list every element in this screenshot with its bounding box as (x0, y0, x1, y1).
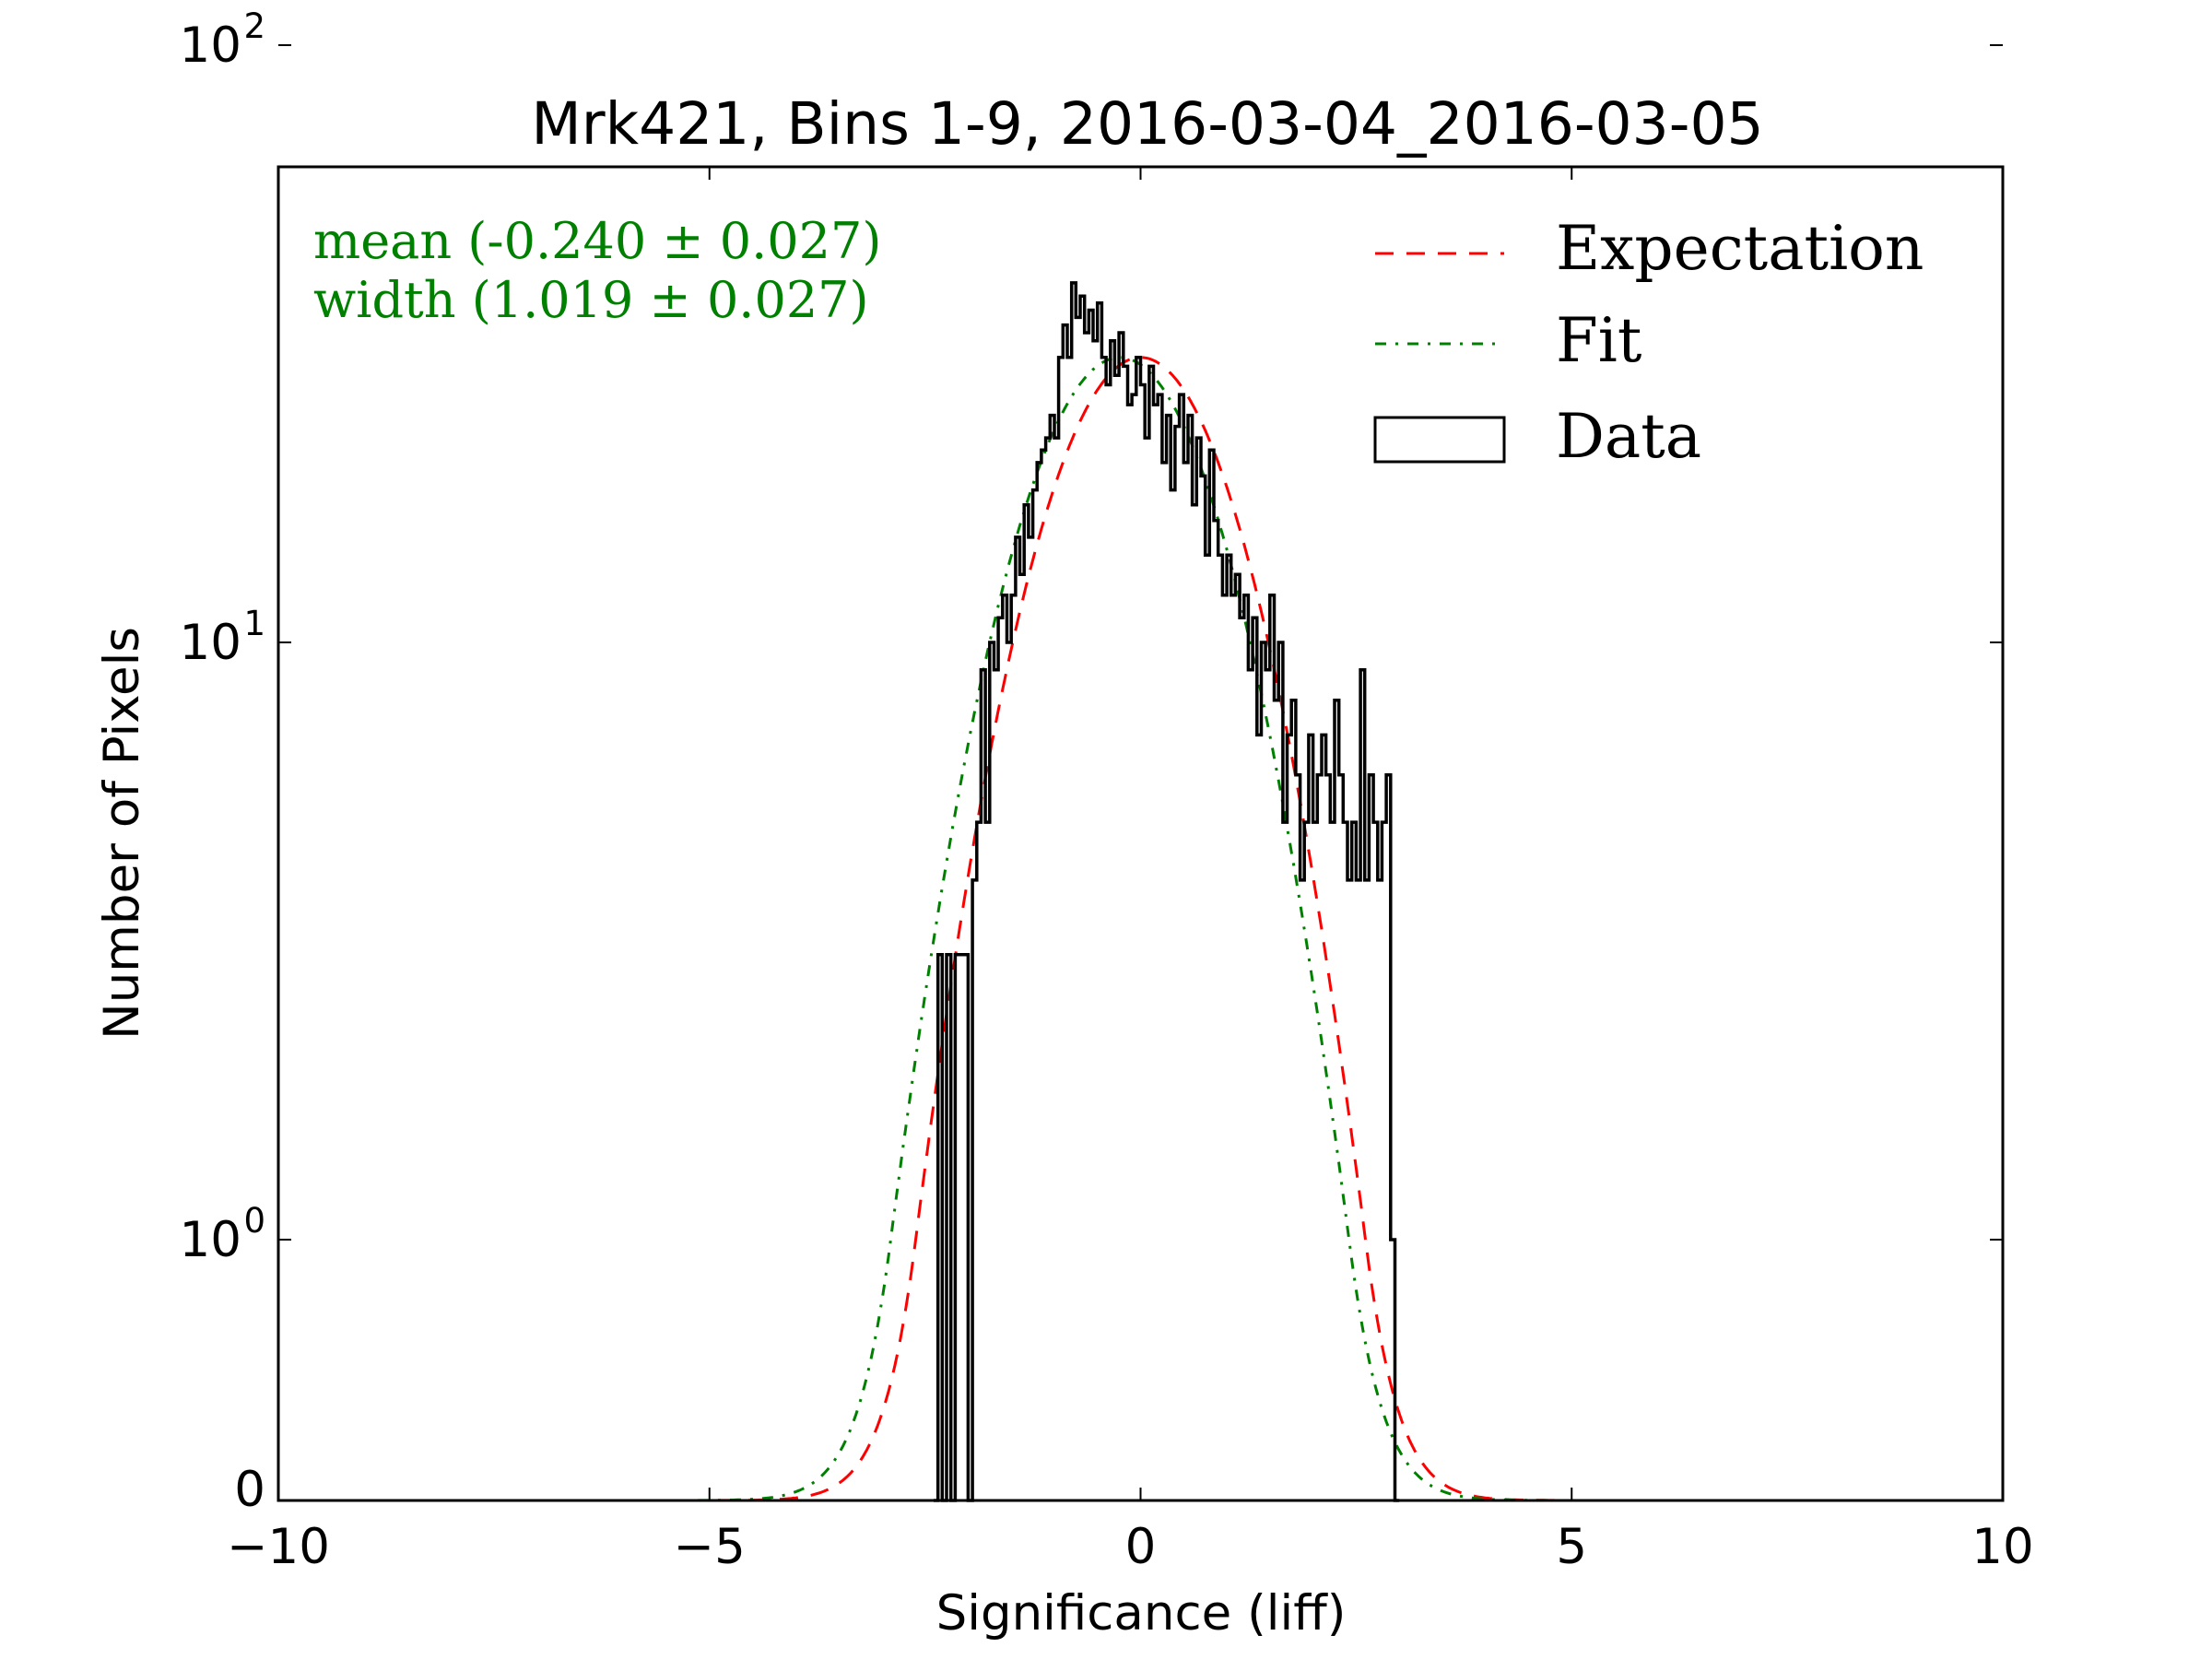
x-tick-label: 0 (1125, 1519, 1157, 1575)
legend-expectation-label: Expectation (1556, 213, 1924, 284)
x-axis-label: Significance (liff) (936, 1585, 1347, 1641)
fit-mean-annotation: mean (-0.240 ± 0.027) (313, 212, 881, 270)
y-tick-exponent: 2 (243, 6, 265, 46)
chart-title: Mrk421, Bins 1-9, 2016-03-04_2016-03-05 (531, 90, 1763, 158)
x-tick-label: 10 (1971, 1519, 2033, 1575)
fit-width-annotation: width (1.019 ± 0.027) (313, 271, 869, 329)
plot-area (278, 281, 2003, 1502)
legend: Expectation Fit Data (1373, 213, 1924, 472)
y-tick-label: 10 (180, 18, 241, 74)
x-axis-ticks: −10 −5 0 5 10 (227, 167, 2034, 1575)
expectation-curve (278, 356, 2003, 1502)
x-tick-label: −10 (227, 1519, 330, 1575)
y-axis-label: Number of Pixels (94, 627, 150, 1040)
y-tick-exponent: 0 (243, 1201, 265, 1241)
data-histogram (934, 281, 1400, 1502)
y-tick-label: 10 (180, 1212, 241, 1268)
y-tick-label: 10 (180, 615, 241, 671)
x-tick-label: 5 (1556, 1519, 1587, 1575)
legend-data-swatch (1373, 416, 1506, 464)
legend-data-label: Data (1556, 401, 1701, 472)
x-tick-label: −5 (674, 1519, 746, 1575)
fit-curve (278, 356, 2003, 1502)
legend-fit-label: Fit (1556, 305, 1641, 376)
y-tick-exponent: 1 (243, 604, 265, 643)
y-tick-label: 0 (234, 1462, 265, 1518)
